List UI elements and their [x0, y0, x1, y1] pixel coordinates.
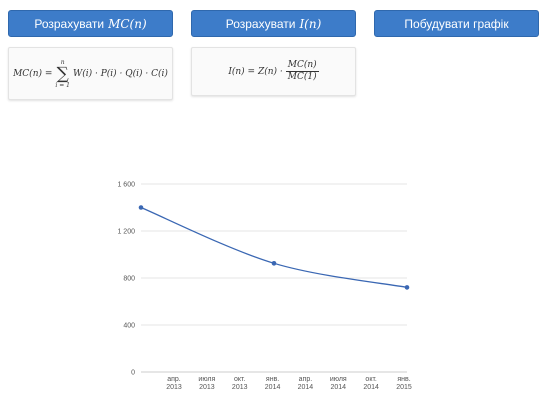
x-tick-label: июля: [330, 376, 347, 383]
calculate-index-math: I(n): [299, 16, 322, 31]
y-tick-label: 400: [123, 323, 135, 330]
data-point: [404, 285, 410, 290]
chart-y-axis: 0 400 800 1 200 1 600: [117, 182, 135, 377]
y-tick-label: 1 600: [117, 182, 135, 189]
chart-x-axis: апр.2013июля2013окт.2013янв.2014апр.2014…: [166, 376, 412, 391]
x-tick-label: 2015: [396, 384, 412, 391]
mc-formula-sum-symbol: ∑: [56, 63, 69, 84]
data-point: [138, 205, 144, 210]
mc-formula-body: W(i) · P(i) · Q(i) · C(i): [72, 68, 168, 79]
index-formula-denominator: MC(1): [287, 72, 317, 82]
chart-gridlines: [141, 183, 407, 373]
y-tick-label: 0: [131, 370, 135, 377]
calculate-index-button[interactable]: Розрахувати I(n): [191, 10, 356, 37]
calculate-mc-button[interactable]: Розрахувати MC(n): [8, 10, 173, 37]
x-tick-label: апр.: [299, 376, 313, 383]
mc-formula-sum-upper: n: [60, 58, 65, 66]
x-tick-label: 2014: [265, 384, 281, 391]
chart-series: [138, 205, 410, 290]
x-tick-label: 2013: [166, 384, 182, 391]
series-line: [140, 206, 408, 289]
index-formula-numerator: MC(n): [285, 60, 319, 72]
x-tick-label: 2014: [330, 384, 346, 391]
index-formula-fraction: MC(n) MC(1): [285, 60, 319, 83]
mc-formula-lhs: MC(n) =: [13, 68, 53, 79]
x-tick-label: окт.: [365, 376, 376, 383]
x-tick-label: 2014: [298, 384, 314, 391]
x-tick-label: янв.: [266, 376, 279, 383]
mc-formula-sum: n ∑ i = 1: [55, 59, 70, 89]
index-formula-card: I(n) = Z(n) · MC(n) MC(1): [191, 47, 356, 96]
calculate-index-label: Розрахувати: [225, 16, 296, 31]
data-point: [271, 261, 277, 266]
mc-formula-card: MC(n) = n ∑ i = 1 W(i) · P(i) · Q(i) · C…: [8, 47, 173, 100]
calculate-mc-label: Розрахувати: [34, 16, 105, 31]
plot-chart-label: Побудувати графік: [404, 16, 509, 31]
mc-formula-sum-lower: i = 1: [55, 81, 70, 89]
y-tick-label: 800: [123, 276, 135, 283]
index-formula-lhs: I(n) = Z(n) ·: [228, 66, 283, 77]
plot-chart-button[interactable]: Побудувати графік: [374, 10, 539, 37]
x-tick-label: июля: [198, 376, 215, 383]
x-tick-label: янв.: [397, 376, 410, 383]
x-tick-label: 2014: [363, 384, 379, 391]
calculate-mc-math: MC(n): [108, 16, 147, 31]
x-tick-label: апр.: [167, 376, 181, 383]
x-tick-label: 2013: [232, 384, 248, 391]
y-tick-label: 1 200: [117, 229, 135, 236]
x-tick-label: 2013: [199, 384, 215, 391]
x-tick-label: окт.: [234, 376, 245, 383]
